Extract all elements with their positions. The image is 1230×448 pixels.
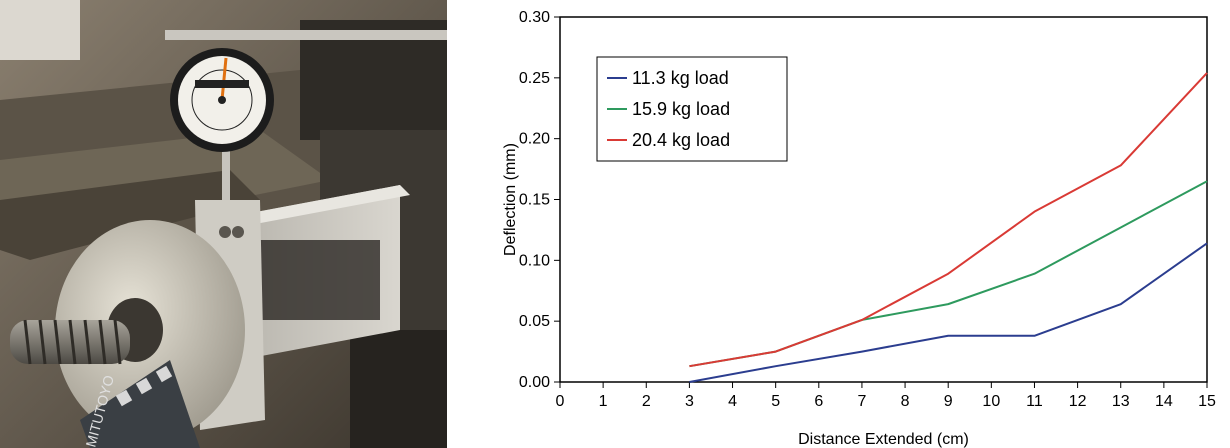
legend-label-1: 11.3 kg load [632, 68, 729, 88]
y-tick-label: 0.10 [519, 252, 550, 269]
x-tick-label: 12 [1069, 393, 1087, 410]
x-tick-label: 0 [556, 393, 565, 410]
x-axis-title: Distance Extended (cm) [798, 431, 969, 448]
x-tick-label: 10 [982, 393, 1000, 410]
y-tick-label: 0.00 [519, 374, 550, 391]
series-line-1 [689, 242, 1208, 383]
legend-label-3: 20.4 kg load [632, 130, 730, 150]
x-tick-label: 11 [1026, 393, 1043, 410]
y-axis-title: Deflection (mm) [502, 143, 519, 256]
y-tick-label: 0.30 [519, 9, 550, 26]
legend: 11.3 kg load 15.9 kg load 20.4 kg load [596, 56, 788, 162]
x-tick-label: 9 [944, 393, 953, 410]
x-tick-label: 1 [599, 393, 608, 410]
test-setup-photo: MITUTOYO [0, 0, 447, 448]
legend-label-2: 15.9 kg load [632, 99, 730, 119]
legend-box [596, 56, 788, 162]
x-tick-label: 5 [771, 393, 780, 410]
y-tick-label: 0.05 [519, 313, 550, 330]
x-tick-label: 6 [814, 393, 823, 410]
series-line-3 [689, 72, 1208, 368]
y-axis-ticks: 0.00 0.05 0.10 0.15 0.20 0.25 0.30 [519, 9, 560, 391]
series-lines [689, 72, 1208, 383]
x-tick-label: 14 [1155, 393, 1173, 410]
x-axis-ticks: 0 1 2 3 4 5 6 7 8 9 10 11 12 13 14 15 [556, 382, 1216, 410]
x-tick-label: 13 [1112, 393, 1130, 410]
x-tick-label: 4 [728, 393, 737, 410]
x-tick-label: 8 [901, 393, 910, 410]
x-tick-label: 3 [685, 393, 694, 410]
x-tick-label: 15 [1198, 393, 1216, 410]
y-tick-label: 0.20 [519, 131, 550, 148]
deflection-chart: 0 1 2 3 4 5 6 7 8 9 10 11 12 13 14 15 0.000.050.100.150… [502, 9, 1216, 448]
y-tick-label: 0.15 [519, 192, 550, 209]
x-tick-label: 7 [857, 393, 866, 410]
y-tick-label: 0.25 [519, 70, 550, 87]
x-tick-label: 2 [642, 393, 651, 410]
